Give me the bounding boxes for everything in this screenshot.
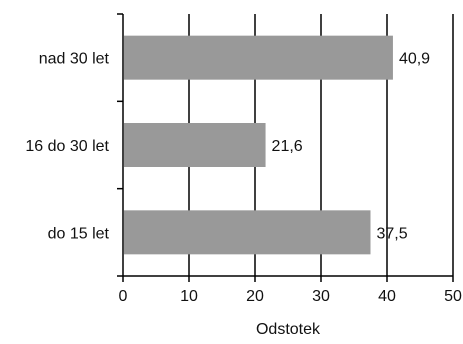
category-label-2: do 15 let <box>48 225 110 242</box>
data-label-1: 21,6 <box>272 138 303 155</box>
bar-2 <box>124 210 371 255</box>
x-tick-label-10: 10 <box>180 288 198 305</box>
axes <box>117 13 454 282</box>
x-tick-label-30: 30 <box>312 288 330 305</box>
x-axis-title: Odstotek <box>256 321 321 338</box>
category-label-0: nad 30 let <box>39 51 110 68</box>
category-label-1: 16 do 30 let <box>25 138 109 155</box>
data-label-2: 37,5 <box>377 225 408 242</box>
x-tick-label-40: 40 <box>378 288 396 305</box>
x-tick-label-20: 20 <box>246 288 264 305</box>
bars <box>124 35 393 255</box>
x-tick-label-50: 50 <box>444 288 462 305</box>
x-tick-label-0: 0 <box>119 288 128 305</box>
data-label-0: 40,9 <box>399 51 430 68</box>
bar-1 <box>124 123 266 167</box>
labels: 0 10 20 30 40 50 nad 30 let 40,9 16 do 30 let 21,… <box>25 51 462 305</box>
bar-0 <box>124 35 393 80</box>
